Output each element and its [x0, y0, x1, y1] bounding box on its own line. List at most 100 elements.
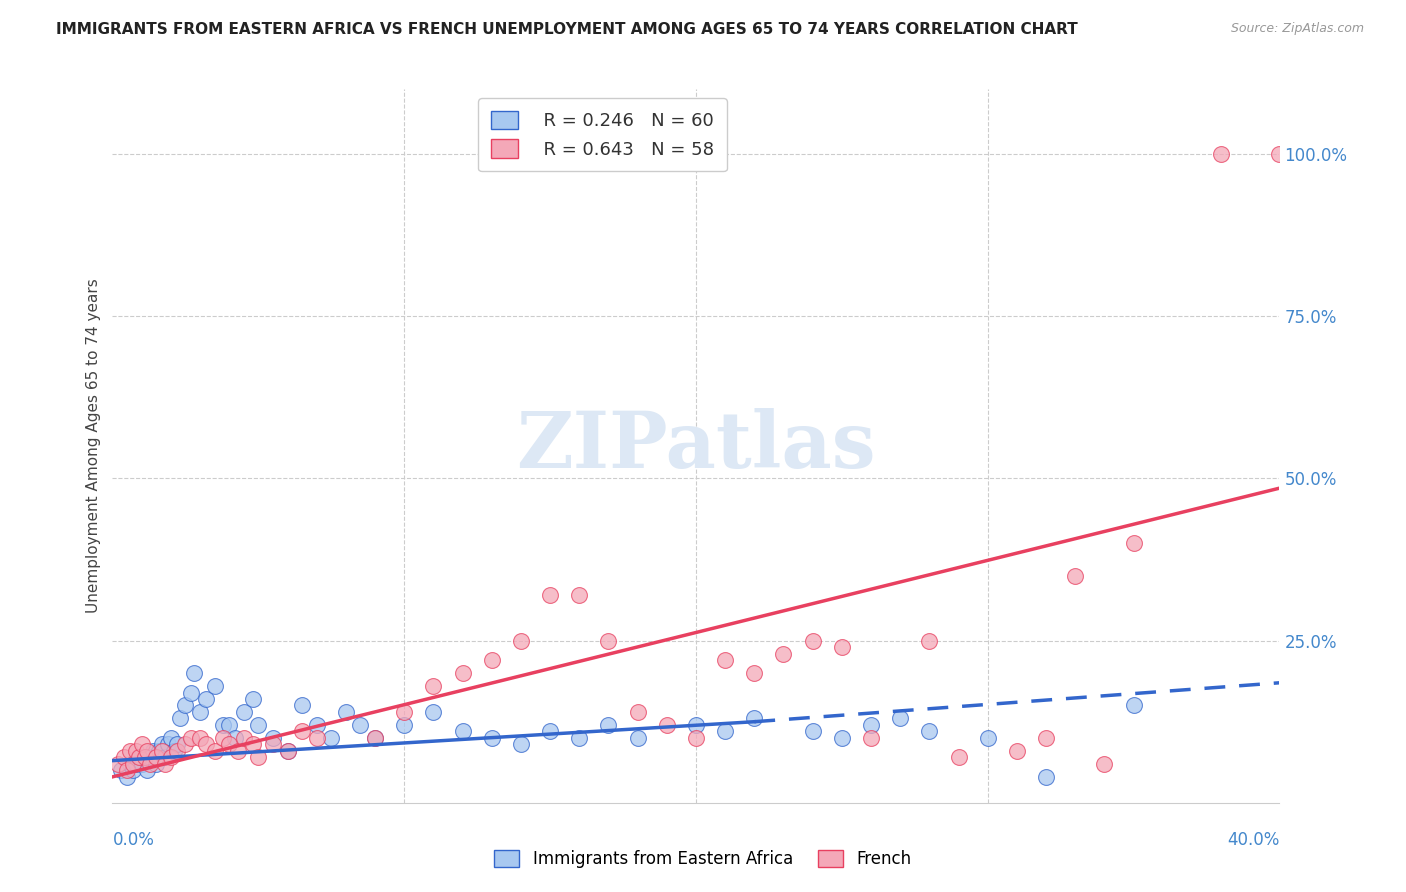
Point: [125, 744, 148, 758]
Point: [110, 764, 132, 778]
Text: ZIPatlas: ZIPatlas: [516, 408, 876, 484]
Point: [1209, 147, 1232, 161]
Point: [142, 744, 165, 758]
Point: [291, 724, 314, 739]
Point: [136, 744, 159, 758]
Point: [509, 633, 531, 648]
Point: [218, 738, 240, 752]
Point: [305, 718, 328, 732]
Point: [451, 724, 474, 739]
Point: [276, 744, 298, 758]
Point: [218, 718, 240, 732]
Point: [153, 756, 176, 771]
Point: [139, 750, 162, 764]
Point: [118, 756, 141, 771]
Point: [626, 705, 648, 719]
Point: [166, 738, 188, 752]
Point: [948, 750, 970, 764]
Point: [276, 744, 298, 758]
Point: [139, 756, 162, 771]
Point: [156, 738, 179, 752]
Point: [180, 731, 202, 745]
Point: [174, 698, 197, 713]
Point: [226, 744, 249, 758]
Point: [598, 718, 620, 732]
Point: [194, 692, 217, 706]
Point: [1268, 147, 1291, 161]
Point: [122, 756, 145, 771]
Point: [136, 764, 159, 778]
Point: [364, 731, 387, 745]
Point: [150, 744, 173, 758]
Point: [1122, 698, 1144, 713]
Point: [481, 653, 503, 667]
Point: [321, 731, 343, 745]
Point: [180, 685, 202, 699]
Point: [1064, 568, 1087, 582]
Point: [422, 705, 444, 719]
Point: [335, 705, 357, 719]
Point: [188, 705, 211, 719]
Legend: Immigrants from Eastern Africa, French: Immigrants from Eastern Africa, French: [488, 843, 918, 875]
Point: [169, 711, 191, 725]
Point: [831, 640, 853, 654]
Text: Source: ZipAtlas.com: Source: ZipAtlas.com: [1230, 22, 1364, 36]
Point: [150, 738, 173, 752]
Point: [107, 756, 129, 771]
Point: [160, 750, 183, 764]
Point: [626, 731, 648, 745]
Point: [242, 692, 264, 706]
Point: [247, 750, 270, 764]
Point: [204, 679, 226, 693]
Point: [714, 724, 737, 739]
Point: [134, 750, 156, 764]
Point: [772, 647, 794, 661]
Point: [801, 633, 824, 648]
Text: IMMIGRANTS FROM EASTERN AFRICA VS FRENCH UNEMPLOYMENT AMONG AGES 65 TO 74 YEARS : IMMIGRANTS FROM EASTERN AFRICA VS FRENCH…: [56, 22, 1078, 37]
Point: [291, 698, 314, 713]
Point: [509, 738, 531, 752]
Point: [128, 750, 150, 764]
Point: [262, 738, 284, 752]
Point: [918, 724, 941, 739]
Point: [831, 731, 853, 745]
Point: [194, 738, 217, 752]
Point: [568, 731, 591, 745]
Point: [122, 764, 145, 778]
Point: [112, 750, 135, 764]
Point: [160, 731, 183, 745]
Point: [166, 744, 188, 758]
Text: 40.0%: 40.0%: [1227, 831, 1279, 849]
Point: [305, 731, 328, 745]
Point: [204, 744, 226, 758]
Point: [153, 750, 176, 764]
Point: [131, 738, 153, 752]
Point: [125, 756, 148, 771]
Point: [145, 756, 167, 771]
Point: [1035, 770, 1057, 784]
Point: [115, 764, 138, 778]
Point: [451, 666, 474, 681]
Y-axis label: Unemployment Among Ages 65 to 74 years: Unemployment Among Ages 65 to 74 years: [86, 278, 101, 614]
Point: [655, 718, 678, 732]
Point: [568, 588, 591, 602]
Point: [1005, 744, 1028, 758]
Point: [859, 718, 883, 732]
Point: [538, 724, 561, 739]
Point: [163, 744, 186, 758]
Point: [801, 724, 824, 739]
Point: [349, 718, 371, 732]
Point: [918, 633, 941, 648]
Point: [889, 711, 911, 725]
Point: [134, 750, 156, 764]
Text: 0.0%: 0.0%: [112, 831, 155, 849]
Point: [598, 633, 620, 648]
Point: [148, 744, 170, 758]
Point: [1092, 756, 1115, 771]
Point: [232, 731, 254, 745]
Point: [422, 679, 444, 693]
Point: [145, 750, 167, 764]
Point: [115, 770, 138, 784]
Point: [174, 738, 197, 752]
Point: [392, 705, 416, 719]
